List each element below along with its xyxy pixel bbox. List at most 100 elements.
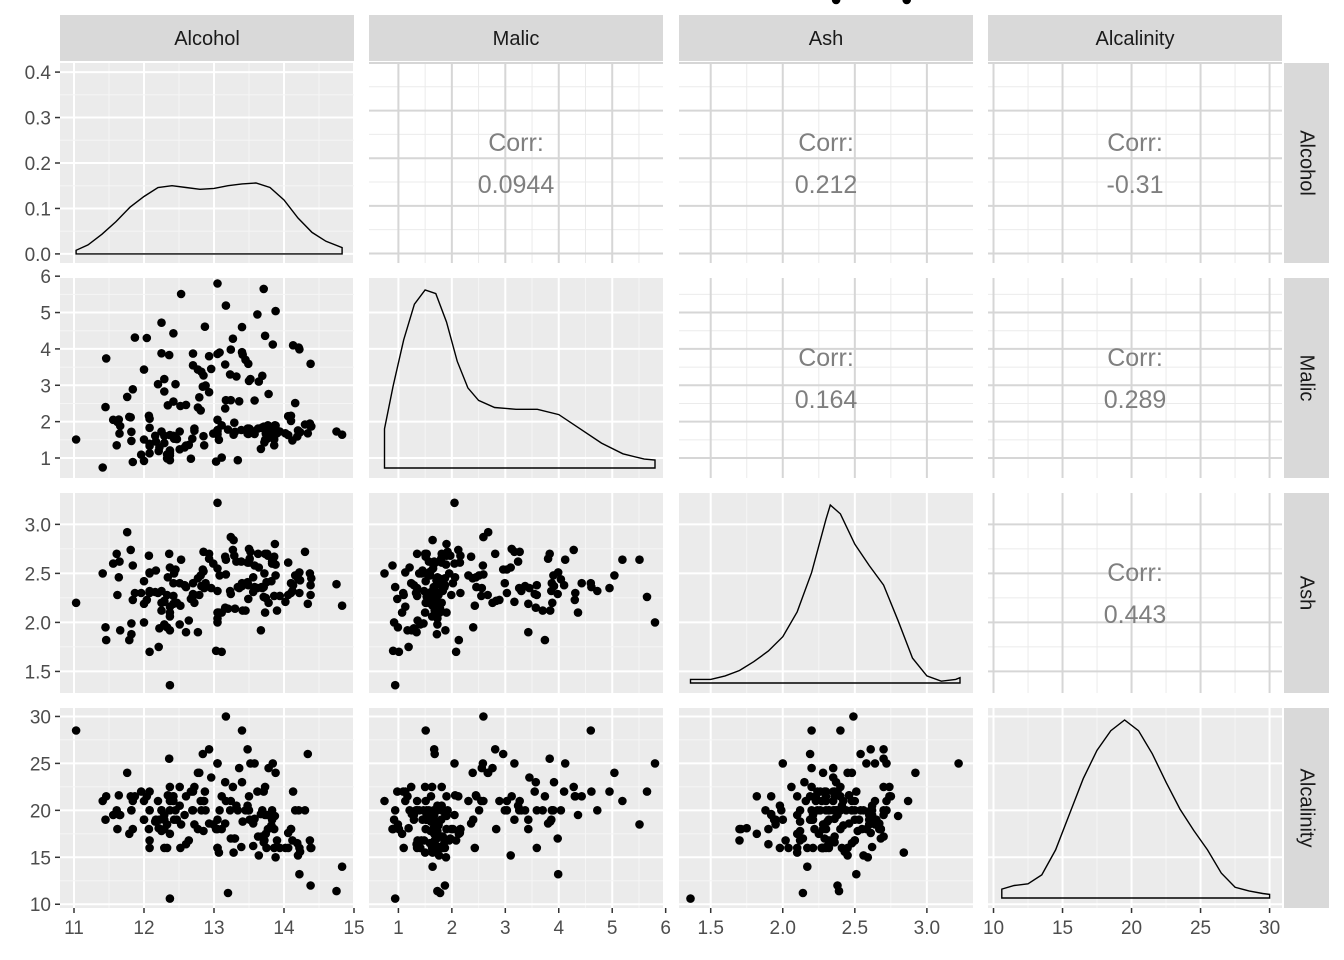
panel-ash-ash bbox=[679, 493, 973, 693]
scatter-point bbox=[856, 749, 865, 759]
scatter-point bbox=[200, 322, 210, 332]
y-tick-label: 0.3 bbox=[25, 109, 51, 130]
scatter-point bbox=[524, 815, 533, 824]
scatter-point bbox=[515, 547, 524, 557]
scatter-point bbox=[221, 555, 231, 564]
scatter-point bbox=[142, 595, 152, 605]
scatter-point bbox=[157, 427, 166, 436]
scatter-point bbox=[108, 559, 118, 568]
scatter-point bbox=[795, 806, 805, 815]
scatter-point bbox=[434, 820, 443, 829]
corr-value-alcohol-malic: 0.0944 bbox=[478, 171, 555, 199]
scatter-point bbox=[221, 712, 231, 721]
scatter-point bbox=[259, 787, 269, 796]
scatter-point bbox=[193, 768, 203, 778]
panel-background bbox=[679, 493, 973, 693]
scatter-point bbox=[112, 549, 121, 559]
scatter-point bbox=[145, 439, 154, 449]
scatter-point bbox=[431, 843, 441, 853]
scatter-point bbox=[288, 341, 298, 350]
scatter-point bbox=[735, 836, 744, 845]
scatter-point bbox=[250, 396, 259, 405]
scatter-point bbox=[259, 592, 269, 602]
scatter-point bbox=[468, 574, 478, 583]
scatter-point bbox=[248, 841, 258, 851]
row-strip-label-alcohol: Alcohol bbox=[1296, 130, 1318, 196]
scatter-point bbox=[441, 853, 451, 862]
panel-background bbox=[679, 278, 973, 478]
scatter-point bbox=[225, 370, 235, 379]
scatter-point bbox=[393, 594, 402, 604]
scatter-point bbox=[805, 815, 815, 824]
scatter-point bbox=[506, 851, 515, 860]
scatter-point bbox=[477, 583, 487, 593]
scatter-point bbox=[225, 586, 235, 596]
scatter-point bbox=[175, 782, 184, 792]
scatter-point bbox=[771, 815, 780, 824]
scatter-point bbox=[870, 759, 880, 768]
scatter-point bbox=[610, 571, 619, 580]
scatter-point bbox=[438, 832, 448, 841]
scatter-point bbox=[807, 763, 816, 773]
scatter-point bbox=[390, 894, 400, 903]
scatter-point bbox=[635, 820, 644, 829]
row-strip-malic bbox=[1284, 278, 1329, 478]
scatter-point bbox=[441, 560, 451, 569]
scatter-point bbox=[260, 569, 269, 578]
scatter-point bbox=[217, 421, 226, 430]
scatter-point bbox=[879, 806, 888, 815]
scatter-point bbox=[160, 843, 169, 853]
scatter-point bbox=[570, 595, 580, 605]
scatter-point bbox=[803, 843, 812, 853]
scatter-point bbox=[437, 598, 447, 608]
scatter-point bbox=[618, 555, 627, 564]
scatter-point bbox=[852, 787, 861, 796]
scatter-point bbox=[419, 619, 428, 628]
scatter-point bbox=[130, 333, 140, 342]
y-tick-label: 0.1 bbox=[25, 199, 51, 220]
scatter-point bbox=[468, 815, 478, 824]
y-tick-label: 1.5 bbox=[25, 662, 51, 683]
scatter-point bbox=[618, 796, 627, 806]
scatter-point bbox=[532, 843, 542, 853]
scatter-point bbox=[206, 583, 216, 593]
scatter-point bbox=[531, 777, 541, 787]
scatter-point bbox=[248, 573, 258, 582]
scatter-point bbox=[490, 549, 500, 559]
scatter-point bbox=[229, 430, 238, 440]
scatter-point bbox=[295, 869, 304, 879]
scatter-point bbox=[538, 606, 547, 615]
scatter-point bbox=[830, 832, 839, 841]
scatter-point bbox=[229, 848, 238, 857]
scatter-point bbox=[237, 726, 247, 735]
scatter-point bbox=[188, 806, 197, 815]
scatter-point bbox=[752, 829, 762, 839]
panel-background bbox=[988, 708, 1282, 908]
scatter-point bbox=[157, 318, 166, 328]
scatter-point bbox=[866, 745, 875, 754]
scatter-point bbox=[573, 608, 583, 617]
y-tick-label: 2 bbox=[40, 413, 51, 434]
scatter-point bbox=[831, 0, 841, 5]
scatter-point bbox=[145, 449, 154, 458]
scatter-point bbox=[856, 806, 865, 815]
scatter-point bbox=[188, 434, 197, 444]
scatter-point bbox=[409, 580, 419, 590]
scatter-point bbox=[213, 815, 222, 824]
scatter-point bbox=[215, 806, 224, 815]
scatter-point bbox=[833, 881, 842, 890]
scatter-point bbox=[165, 680, 175, 690]
scatter-point bbox=[778, 759, 788, 768]
scatter-point bbox=[188, 361, 198, 370]
scatter-point bbox=[549, 581, 559, 591]
scatter-point bbox=[450, 810, 459, 820]
scatter-point bbox=[559, 580, 569, 590]
scatter-point bbox=[438, 843, 448, 853]
x-tick-label: 10 bbox=[983, 918, 1004, 939]
scatter-point bbox=[101, 635, 111, 645]
scatter-point bbox=[478, 759, 488, 768]
scatter-point bbox=[488, 763, 497, 773]
scatter-point bbox=[300, 547, 310, 557]
scatter-point bbox=[164, 350, 174, 360]
